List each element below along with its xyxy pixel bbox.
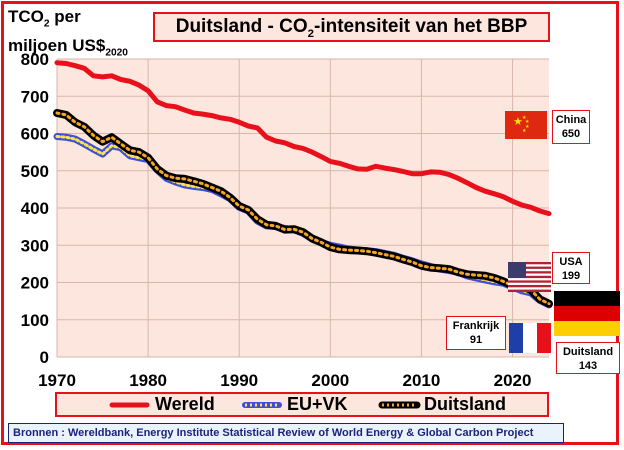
y-tick-label: 100 (21, 311, 49, 330)
x-tick-label: 2010 (403, 371, 441, 390)
svg-text:★: ★ (522, 128, 527, 134)
x-tick-label: 2000 (311, 371, 349, 390)
legend-label-wereld: Wereld (155, 394, 215, 414)
svg-text:★: ★ (522, 115, 527, 121)
y-tick-label: 500 (21, 162, 49, 181)
france-flag-icon (509, 323, 551, 353)
legend-label-euvk: EU+VK (287, 394, 348, 414)
svg-text:★: ★ (525, 119, 530, 125)
usa-callout: USA 199 (552, 252, 590, 284)
y-tick-label: 300 (21, 236, 49, 255)
x-tick-label: 2020 (494, 371, 532, 390)
china-flag-icon: ★ ★ ★ ★ ★ (505, 111, 547, 139)
y-axis-label: TCO2 per miljoen US$2020 (8, 7, 128, 59)
legend-swatches (109, 401, 421, 409)
gridlines (56, 58, 549, 358)
y-tick-label: 800 (21, 50, 49, 69)
sources-note: Bronnen : Wereldbank, Energy Institute S… (8, 423, 564, 443)
y-tick-label: 400 (21, 199, 49, 218)
duitsland-callout: Duitsland 143 (556, 342, 620, 374)
svg-text:★: ★ (525, 124, 530, 130)
series-line-wereld (54, 60, 552, 217)
frankrijk-callout: Frankrijk 91 (446, 316, 506, 350)
y-tick-label: 200 (21, 274, 49, 293)
y-tick-label: 0 (40, 348, 49, 367)
y-tick-labels: 0 100 200 300 400 500 600 700 800 (21, 50, 49, 367)
legend-label-duitsland: Duitsland (424, 394, 507, 414)
series-line-duitsland-dots (55, 111, 551, 306)
x-tick-label: 1980 (129, 371, 167, 390)
usa-flag-icon (508, 262, 551, 292)
y-tick-label: 700 (21, 87, 49, 106)
x-tick-label: 1970 (38, 371, 76, 390)
chart-title: Duitsland - CO2-intensiteit van het BBP (153, 12, 550, 42)
legend: Wereld EU+VK Duitsland (55, 392, 549, 417)
china-callout: China 650 (552, 110, 590, 144)
series-lines (53, 60, 553, 309)
svg-text:★: ★ (513, 115, 523, 128)
germany-flag-icon (554, 291, 620, 336)
chart-frame (1, 1, 619, 445)
y-tick-label: 600 (21, 125, 49, 144)
x-tick-labels: 1970 1980 1990 2000 2010 2020 (38, 371, 531, 390)
x-tick-label: 1990 (220, 371, 258, 390)
